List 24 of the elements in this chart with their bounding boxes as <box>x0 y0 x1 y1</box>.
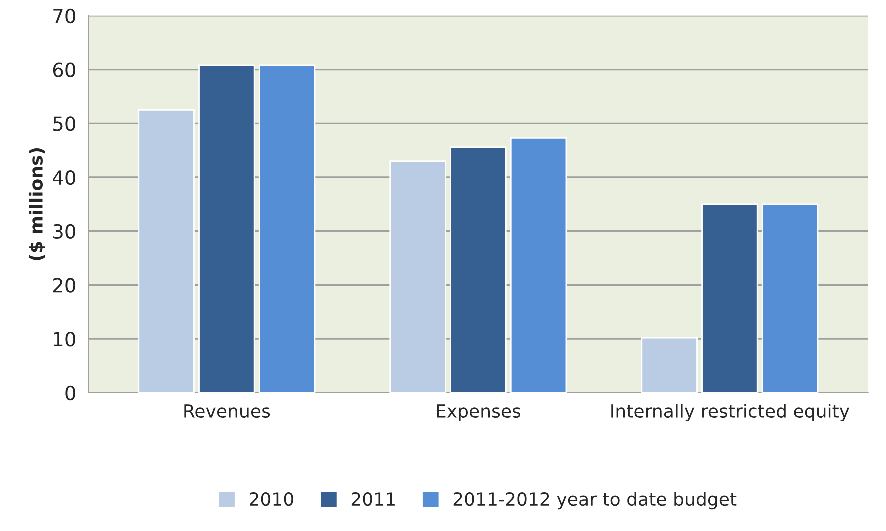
y-tick-label: 0 <box>66 386 76 401</box>
legend-label: 2011-2012 year to date budget <box>454 492 737 510</box>
x-tick-label: Internally restricted equity <box>612 404 850 422</box>
x-tick-label: Revenues <box>184 404 270 418</box>
legend-label: 2010 <box>250 492 294 506</box>
bar <box>510 137 568 393</box>
x-tick-label: Expenses <box>437 404 521 422</box>
bar <box>138 109 195 393</box>
bar <box>258 64 316 393</box>
bar <box>702 204 758 393</box>
legend-label: 2011 <box>352 492 395 506</box>
y-tick-label: 40 <box>53 170 76 186</box>
bar <box>390 160 446 393</box>
y-tick-label: 10 <box>54 332 76 347</box>
bar <box>762 204 819 393</box>
bar <box>450 146 507 393</box>
y-tick-label: 20 <box>53 278 76 293</box>
y-tick-label: 30 <box>54 224 76 240</box>
y-axis-title: ($ millions) <box>29 148 46 260</box>
y-tick-label: 60 <box>53 62 76 78</box>
y-tick-label: 50 <box>54 116 76 132</box>
y-tick-label: 70 <box>54 8 76 24</box>
bar <box>641 337 698 393</box>
bar <box>198 64 256 393</box>
